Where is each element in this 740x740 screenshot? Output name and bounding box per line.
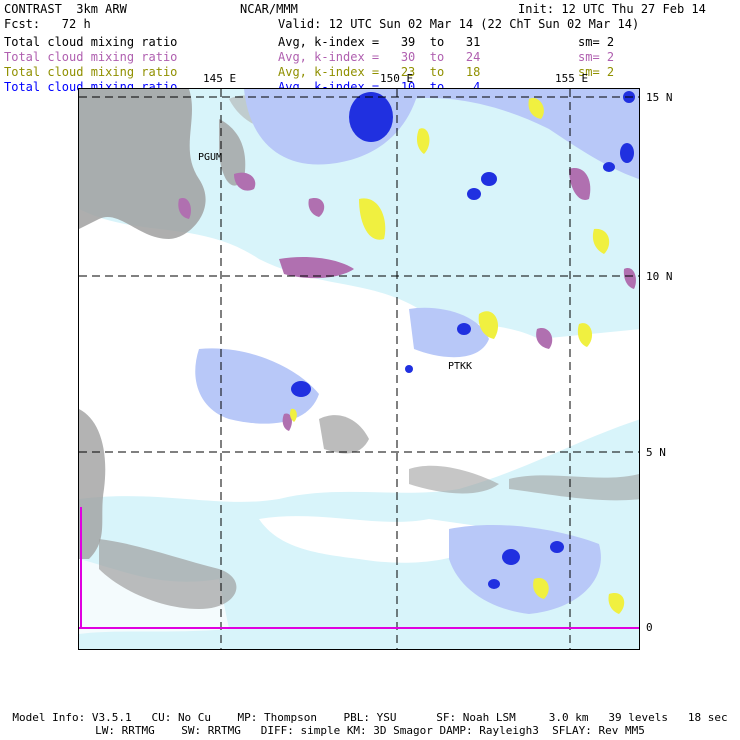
legend-field-1: Total cloud mixing ratio — [4, 35, 178, 49]
init-time: Init: 12 UTC Thu 27 Feb 14 — [518, 2, 706, 16]
map-panel — [78, 88, 640, 650]
cloud-core-4 — [620, 143, 634, 163]
low-cloud-gray-6 — [319, 415, 369, 454]
station-pgum: PGUM — [198, 152, 223, 163]
model-title: CONTRAST 3km ARW — [4, 2, 127, 16]
cloud-mid-blue-4 — [409, 307, 489, 358]
legend-range-1: Avg, k-index = 39 to 31 — [278, 35, 481, 49]
cloud-core-9 — [502, 549, 520, 565]
legend-field-3: Total cloud mixing ratio — [4, 65, 178, 79]
cloud-mid-blue-2 — [409, 89, 639, 179]
cloud-mid-blue-3 — [195, 348, 319, 424]
organization: NCAR/MMM — [240, 2, 298, 16]
yellow-patch-1 — [359, 198, 386, 240]
cloud-core-7 — [291, 381, 311, 397]
map-canvas — [79, 89, 639, 649]
lat-label-5: 5 N — [646, 446, 666, 459]
low-cloud-gray-7 — [409, 465, 499, 494]
cloud-core-8 — [457, 323, 471, 335]
yellow-patch-5 — [478, 311, 499, 339]
purple-patch-6 — [536, 328, 553, 349]
model-info-line-2: LW: RRTMG SW: RRTMG DIFF: simple KM: 3D … — [95, 724, 645, 737]
purple-patch-7 — [282, 413, 292, 431]
legend-sm-2: sm= 2 — [578, 50, 615, 64]
low-cloud-gray-3 — [79, 409, 106, 559]
clear-area-2 — [259, 516, 499, 563]
lat-label-10: 10 N — [646, 270, 673, 283]
yellow-patch-9 — [290, 408, 297, 422]
purple-patch-4 — [308, 198, 325, 217]
low-cloud-gray-8 — [509, 474, 639, 501]
yellow-patch-7 — [533, 578, 549, 599]
yellow-patch-2 — [416, 128, 430, 154]
graticule — [79, 89, 639, 649]
cloud-core-5 — [603, 162, 615, 172]
yellow-patch-8 — [608, 593, 625, 614]
cloud-core-2 — [481, 172, 497, 186]
legend-sm-3: sm= 2 — [578, 65, 615, 79]
station-ptkk: PTKK — [448, 361, 473, 372]
purple-patch-8 — [623, 268, 636, 289]
yellow-patch-4 — [592, 228, 610, 254]
purple-patch-5 — [569, 168, 591, 200]
lon-label-150: 150 E — [380, 72, 414, 85]
legend-field-2: Total cloud mixing ratio — [4, 50, 178, 64]
legend-range-2: Avg, k-index = 30 to 24 — [278, 50, 481, 64]
lat-label-0: 0 — [646, 621, 653, 634]
yellow-patch-3 — [528, 98, 544, 119]
cloud-core-3 — [467, 188, 481, 200]
lon-label-155: 155 E — [555, 72, 589, 85]
purple-patch-2 — [234, 172, 256, 191]
cloud-core-10 — [550, 541, 564, 553]
legend-sm-1: sm= 2 — [578, 35, 615, 49]
low-cloud-gray-2 — [219, 119, 246, 186]
forecast-hour: Fcst: 72 h — [4, 17, 91, 31]
legend-range-3: Avg, k-index = 23 to 18 — [278, 65, 481, 79]
low-cloud-gray-1 — [79, 89, 206, 239]
yellow-patch-6 — [577, 323, 593, 347]
purple-patch-3 — [178, 198, 191, 219]
cloud-core-11 — [488, 579, 500, 589]
purple-patch-1 — [279, 257, 354, 279]
cloud-core-1 — [349, 92, 393, 142]
legend-field-4: Total cloud mixing ratio — [4, 80, 178, 94]
model-info-line-1: Model Info: V3.5.1 CU: No Cu MP: Thompso… — [12, 711, 728, 724]
cloud-core-12 — [405, 365, 413, 373]
valid-time: Valid: 12 UTC Sun 02 Mar 14 (22 ChT Sun … — [278, 17, 640, 31]
clear-area-1 — [79, 209, 639, 502]
lon-label-145: 145 E — [203, 72, 237, 85]
low-cloud-gray-4 — [99, 539, 237, 609]
lat-label-15: 15 N — [646, 91, 673, 104]
